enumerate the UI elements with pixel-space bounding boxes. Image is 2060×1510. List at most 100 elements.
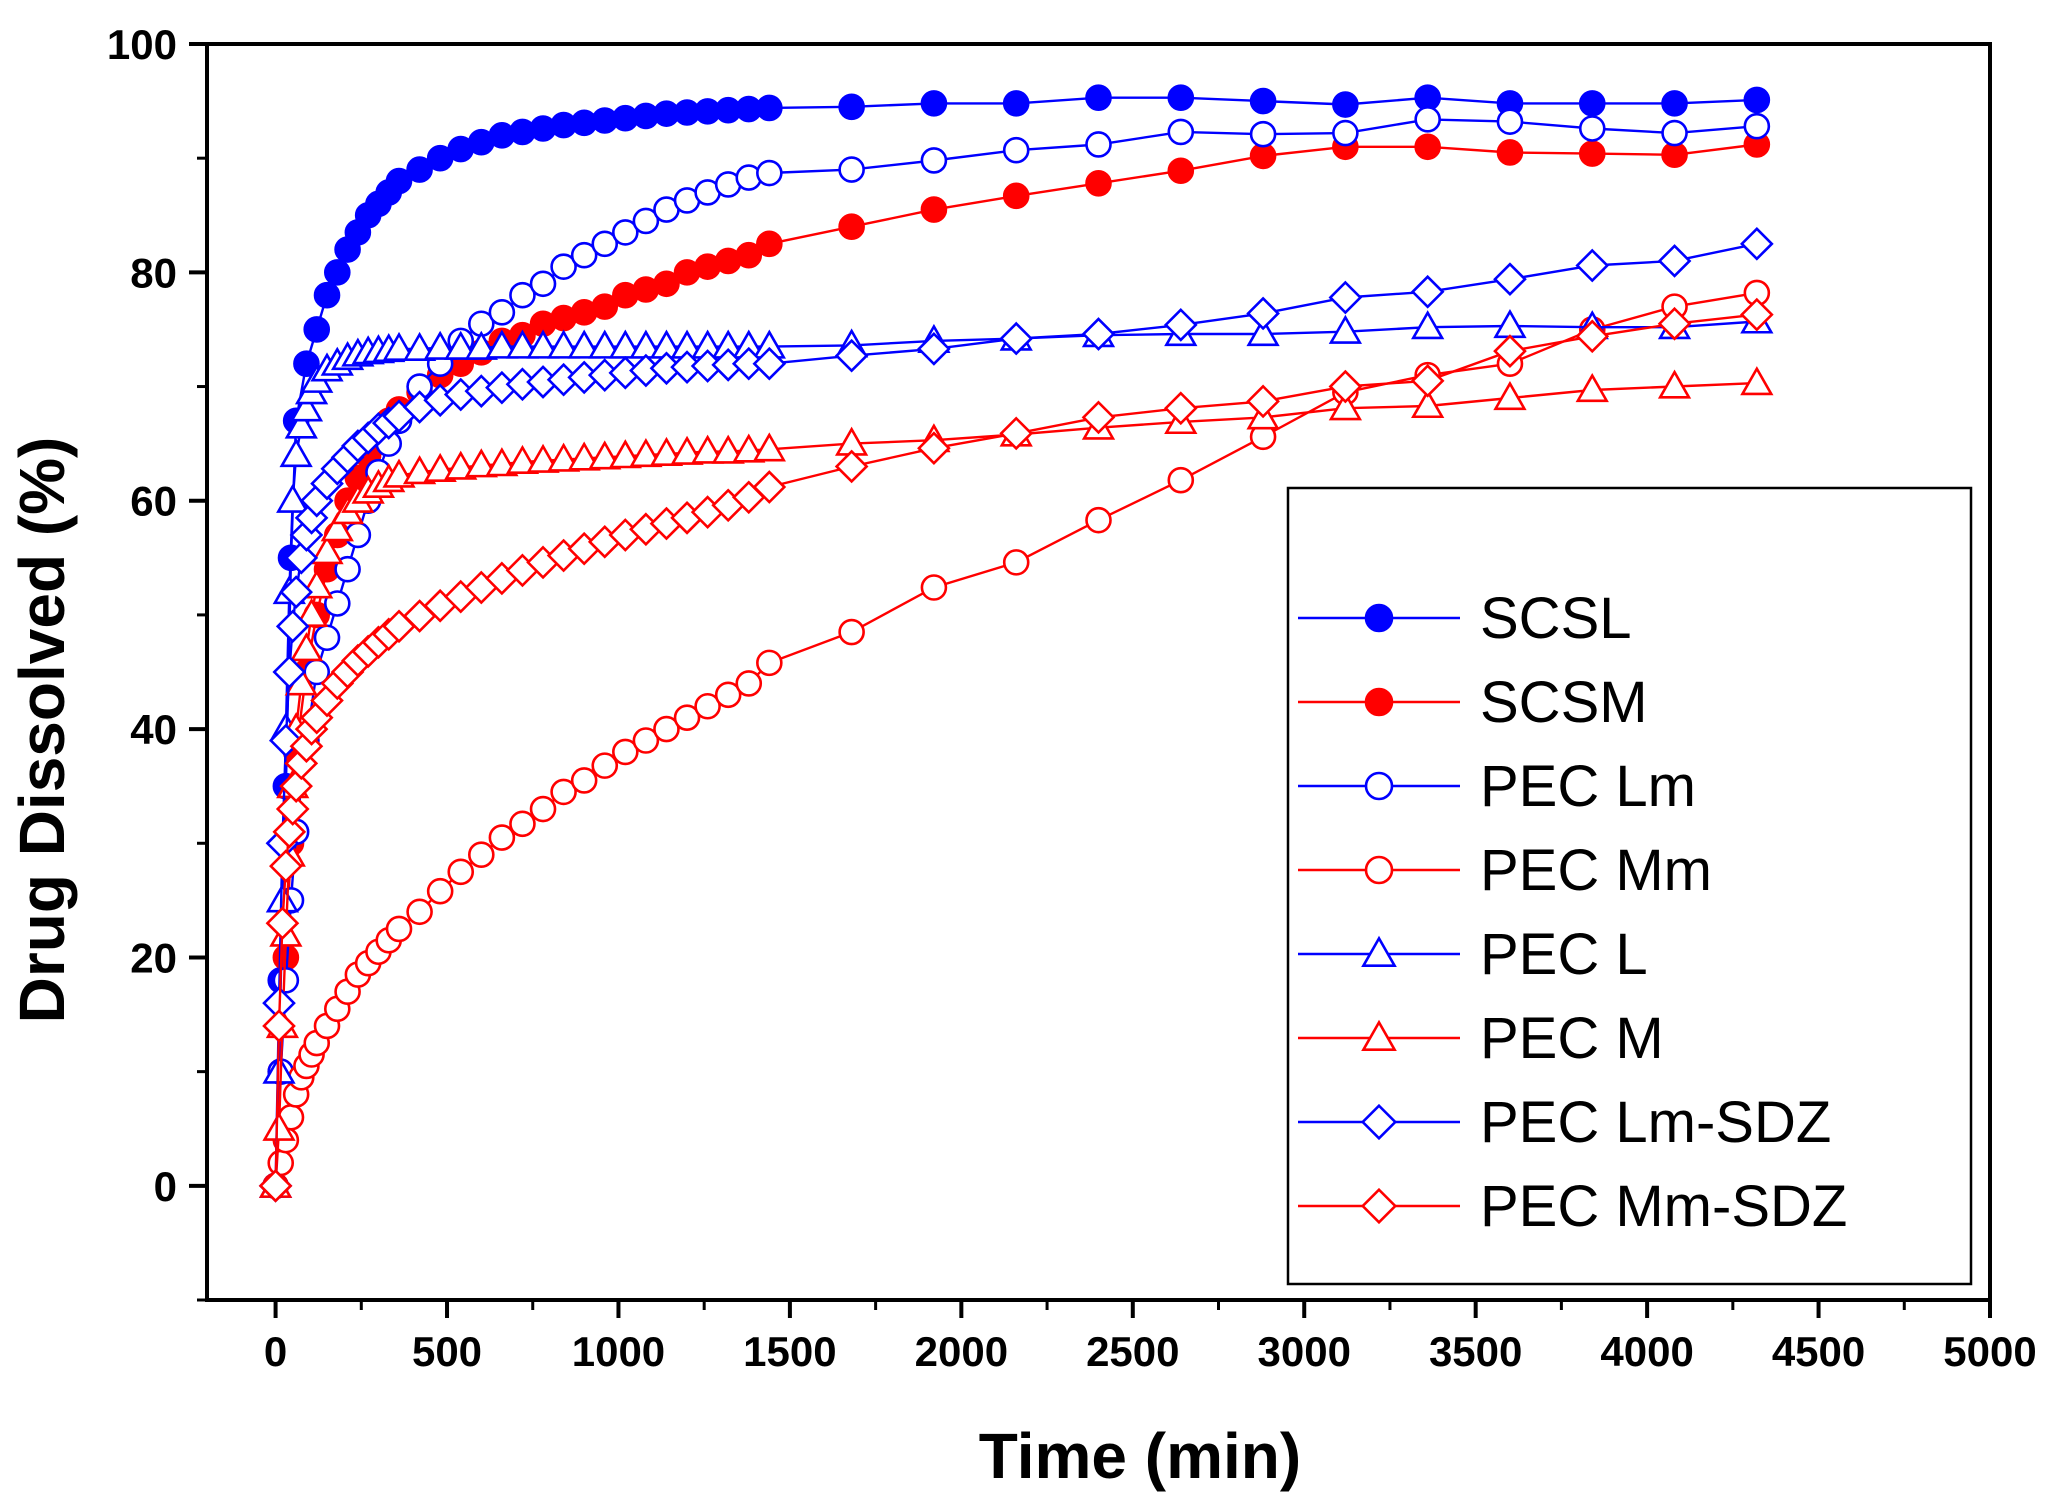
data-point [485, 329, 519, 359]
data-point [1167, 84, 1195, 111]
data-point [570, 241, 598, 269]
data-point [1661, 119, 1688, 147]
data-point [1328, 280, 1363, 315]
data-point [529, 270, 557, 298]
data-point [670, 435, 704, 465]
data-point [1661, 90, 1688, 117]
y-axis-title: Drug Dissolved (%) [6, 437, 78, 1024]
data-point [567, 441, 601, 471]
data-point [550, 778, 577, 806]
data-point [714, 681, 742, 709]
data-point [653, 270, 680, 298]
data-point [262, 1009, 296, 1043]
y-tick-label: 60 [130, 478, 177, 525]
data-point [1743, 112, 1771, 140]
data-point [464, 330, 498, 360]
data-point [279, 575, 313, 609]
y-tick-label: 0 [154, 1163, 177, 1210]
data-point [1410, 274, 1445, 309]
data-point [303, 316, 331, 343]
data-point [1575, 372, 1609, 403]
data-point [653, 715, 680, 743]
data-point [406, 156, 433, 183]
data-point [444, 330, 478, 360]
y-tick-label: 100 [107, 21, 177, 68]
data-point [402, 331, 437, 361]
data-point [632, 207, 660, 235]
data-point [1364, 603, 1394, 633]
data-point [289, 632, 324, 662]
data-point [732, 433, 766, 463]
data-point [1167, 157, 1195, 185]
data-point [505, 329, 540, 359]
data-point [509, 281, 536, 309]
data-point [591, 293, 619, 320]
legend-item: PEC Mm-SDZ [1298, 1174, 1847, 1239]
x-tick-label: 2000 [915, 1328, 1008, 1375]
data-point [1578, 140, 1606, 167]
data-point [673, 704, 701, 731]
data-point [588, 329, 622, 359]
data-point [1740, 366, 1774, 396]
data-point [294, 597, 329, 628]
data-point [272, 655, 307, 689]
data-point [526, 443, 560, 473]
data-point [1364, 855, 1394, 885]
data-point [262, 1111, 296, 1141]
data-point [1249, 87, 1277, 115]
data-point [1081, 317, 1116, 351]
data-point [320, 512, 354, 542]
legend-box [1286, 486, 1973, 1286]
data-point [1360, 1103, 1398, 1141]
legend-label: SCSL [1480, 586, 1632, 651]
data-point [1493, 262, 1527, 297]
data-point [488, 824, 516, 851]
series-pec-mm-sdz [258, 297, 1774, 1203]
data-point [1578, 115, 1606, 142]
data-point [1002, 182, 1030, 210]
data-point [1740, 297, 1774, 332]
data-point [1081, 400, 1116, 435]
data-point [1410, 363, 1445, 398]
data-point [632, 727, 660, 754]
legend-label: PEC Lm [1480, 754, 1696, 819]
data-point [289, 392, 324, 422]
x-tick-label: 2500 [1086, 1328, 1179, 1375]
data-point [612, 738, 639, 766]
legend-label: PEC Mm [1480, 838, 1712, 903]
data-point [313, 281, 341, 309]
data-point [1085, 131, 1112, 158]
legend-item: SCSM [1298, 670, 1648, 735]
data-point [917, 332, 951, 366]
data-point [284, 409, 318, 439]
data-point [629, 438, 663, 468]
data-point [310, 535, 344, 565]
data-point [468, 841, 495, 868]
data-point [1364, 771, 1394, 801]
data-point [588, 440, 622, 470]
data-point [272, 815, 307, 849]
data-point [293, 350, 320, 378]
data-point [1167, 118, 1195, 146]
data-point [1364, 687, 1394, 717]
data-point [546, 442, 581, 472]
legend-label: PEC L [1480, 922, 1648, 987]
data-point [279, 438, 313, 468]
data-point [1414, 106, 1441, 133]
x-tick-label: 1500 [743, 1328, 836, 1375]
data-point [1332, 91, 1359, 118]
data-point [1743, 86, 1771, 114]
legend-label: PEC M [1480, 1006, 1664, 1071]
data-point [612, 219, 639, 246]
data-point [1411, 310, 1445, 340]
data-point [509, 810, 536, 838]
x-axis-title: Time (min) [979, 1420, 1301, 1492]
data-point [838, 618, 865, 646]
data-point [834, 449, 869, 484]
data-point [999, 321, 1034, 356]
data-point [1002, 90, 1030, 117]
data-point [1163, 308, 1198, 342]
data-point [735, 670, 763, 697]
data-point [406, 898, 433, 926]
